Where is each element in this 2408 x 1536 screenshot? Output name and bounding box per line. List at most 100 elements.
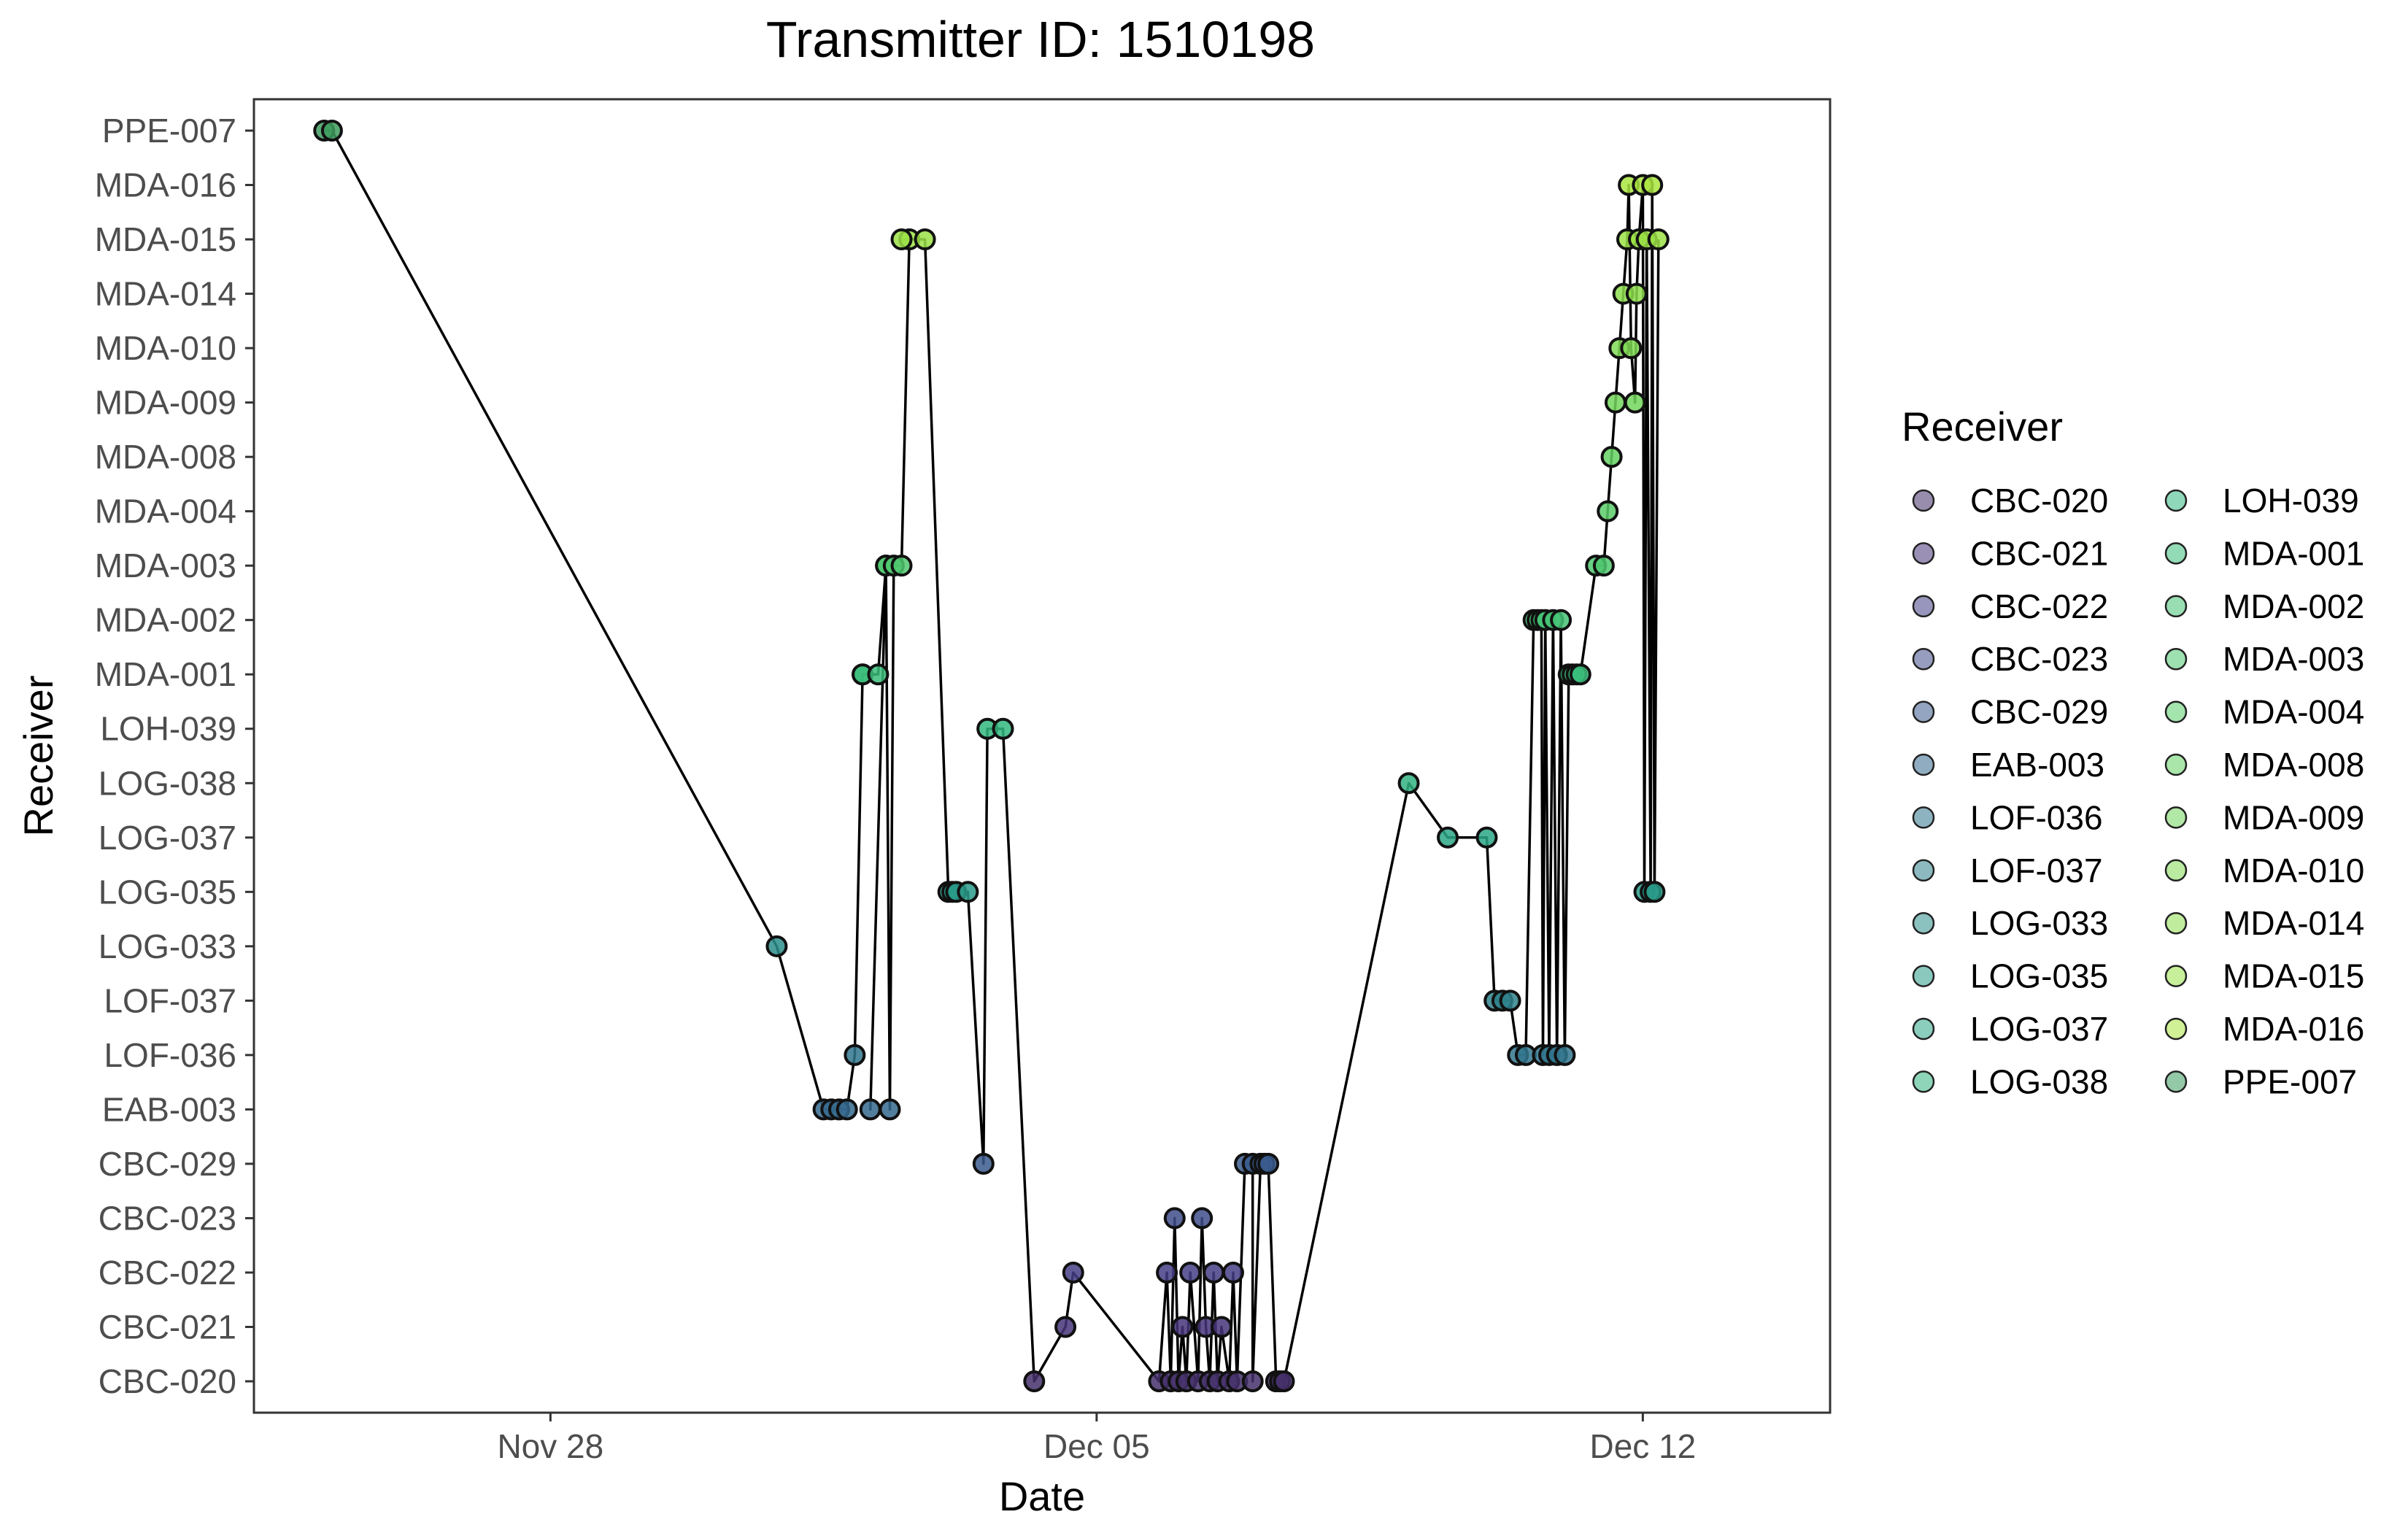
- data-point: [914, 228, 936, 251]
- data-point: [1397, 772, 1420, 795]
- y-tick-label: MDA-009: [95, 384, 236, 422]
- data-point: [1191, 1207, 1213, 1230]
- y-tick-label: MDA-002: [95, 601, 236, 639]
- legend-label: MDA-016: [2223, 1010, 2364, 1048]
- legend-key: [1912, 647, 1935, 671]
- y-tick-label: MDA-003: [95, 547, 236, 584]
- y-axis-label: Receiver: [15, 676, 61, 837]
- data-point: [1062, 1261, 1084, 1284]
- data-point: [1475, 826, 1498, 849]
- data-point: [890, 228, 913, 251]
- data-point: [1437, 826, 1459, 849]
- legend-key: [2164, 1017, 2188, 1041]
- data-point: [1643, 881, 1666, 903]
- y-tick-label: LOG-038: [99, 764, 236, 802]
- legend-label: MDA-002: [2223, 587, 2364, 625]
- y-tick-label: CBC-029: [99, 1145, 236, 1183]
- y-tick-label: MDA-010: [95, 329, 236, 367]
- data-point: [1604, 391, 1626, 414]
- data-point: [1203, 1261, 1225, 1284]
- y-tick-label: LOH-039: [100, 710, 236, 748]
- y-tick-label: LOG-035: [99, 873, 236, 911]
- data-layer: [313, 120, 1670, 1392]
- x-tick-label: Nov 28: [497, 1427, 603, 1465]
- data-point: [1597, 500, 1619, 522]
- data-point: [1171, 1316, 1194, 1338]
- legend-key: [2164, 595, 2188, 618]
- x-tick-label: Dec 05: [1043, 1427, 1150, 1465]
- data-point: [1554, 1043, 1576, 1066]
- y-tick-label: CBC-023: [99, 1199, 236, 1237]
- y-tick-label: MDA-008: [95, 438, 236, 476]
- data-point: [1499, 989, 1521, 1012]
- x-axis: Nov 28 Dec 05 Dec 12: [497, 1413, 1696, 1465]
- data-point: [1641, 174, 1664, 196]
- y-tick-label: MDA-015: [95, 220, 236, 258]
- data-point: [844, 1043, 866, 1066]
- legend-title: Receiver: [1902, 404, 2063, 449]
- data-point: [1624, 391, 1646, 414]
- legend-label: LOF-036: [1970, 798, 2103, 836]
- data-point: [867, 663, 890, 686]
- legend-label: MDA-010: [2223, 852, 2364, 889]
- legend-key: [1912, 859, 1935, 882]
- legend-label: CBC-020: [1970, 482, 2108, 520]
- data-point: [1569, 663, 1591, 686]
- y-tick-label: PPE-007: [102, 112, 236, 150]
- data-point: [1620, 337, 1643, 360]
- y-tick-label: MDA-001: [95, 655, 236, 693]
- legend-key: [1912, 911, 1935, 935]
- y-tick-label: MDA-014: [95, 275, 236, 313]
- y-axis: CBC-020 CBC-021 CBC-022 CBC-023 CBC-029 EAB-0…: [95, 112, 254, 1400]
- data-point: [1257, 1152, 1280, 1175]
- data-point: [890, 555, 913, 577]
- legend: Receiver CBC-020 CBC-021 CBC-022 CBC-023 CBC…: [1902, 404, 2364, 1100]
- legend-label: LOH-039: [2223, 482, 2359, 520]
- data-point: [1592, 555, 1615, 577]
- legend-key: [1912, 806, 1935, 829]
- legend-label: CBC-022: [1970, 587, 2108, 625]
- y-tick-label: MDA-004: [95, 493, 236, 530]
- data-point: [320, 120, 343, 142]
- legend-label: LOG-037: [1970, 1010, 2108, 1048]
- data-point: [992, 717, 1014, 740]
- legend-key: [2164, 701, 2188, 723]
- data-point: [859, 1098, 881, 1121]
- legend-key: [2164, 965, 2188, 987]
- data-point: [879, 1098, 901, 1121]
- data-point: [765, 935, 788, 957]
- legend-key: [1912, 753, 1935, 776]
- legend-key: [2164, 911, 2188, 935]
- data-point: [972, 1152, 995, 1175]
- legend-label: LOG-035: [1970, 957, 2108, 995]
- y-tick-label: LOF-036: [104, 1036, 236, 1074]
- data-point: [836, 1098, 858, 1121]
- legend-label: MDA-014: [2223, 904, 2364, 942]
- legend-key: [2164, 542, 2188, 565]
- legend-key: [1912, 965, 1935, 987]
- legend-key: [2164, 1070, 2188, 1093]
- legend-label: CBC-023: [1970, 640, 2108, 678]
- x-axis-label: Date: [999, 1473, 1085, 1519]
- legend-key: [1912, 595, 1935, 618]
- legend-label: MDA-009: [2223, 798, 2364, 836]
- y-tick-label: LOF-037: [104, 981, 236, 1019]
- legend-label: MDA-004: [2223, 693, 2364, 731]
- legend-key: [2164, 647, 2188, 671]
- x-tick-label: Dec 12: [1589, 1427, 1696, 1465]
- plot-panel: [252, 98, 1832, 1414]
- data-point: [1156, 1261, 1178, 1284]
- data-point: [1625, 282, 1648, 305]
- legend-label: PPE-007: [2223, 1062, 2357, 1100]
- legend-label: MDA-015: [2223, 957, 2364, 995]
- data-point: [1054, 1316, 1077, 1338]
- y-tick-label: LOG-033: [99, 927, 236, 965]
- data-point: [1647, 228, 1670, 251]
- legend-key: [1912, 1070, 1935, 1093]
- legend-key: [2164, 859, 2188, 882]
- legend-label: MDA-001: [2223, 534, 2364, 572]
- data-point: [1163, 1207, 1186, 1230]
- legend-key: [2164, 753, 2188, 776]
- legend-label: LOG-038: [1970, 1062, 2108, 1100]
